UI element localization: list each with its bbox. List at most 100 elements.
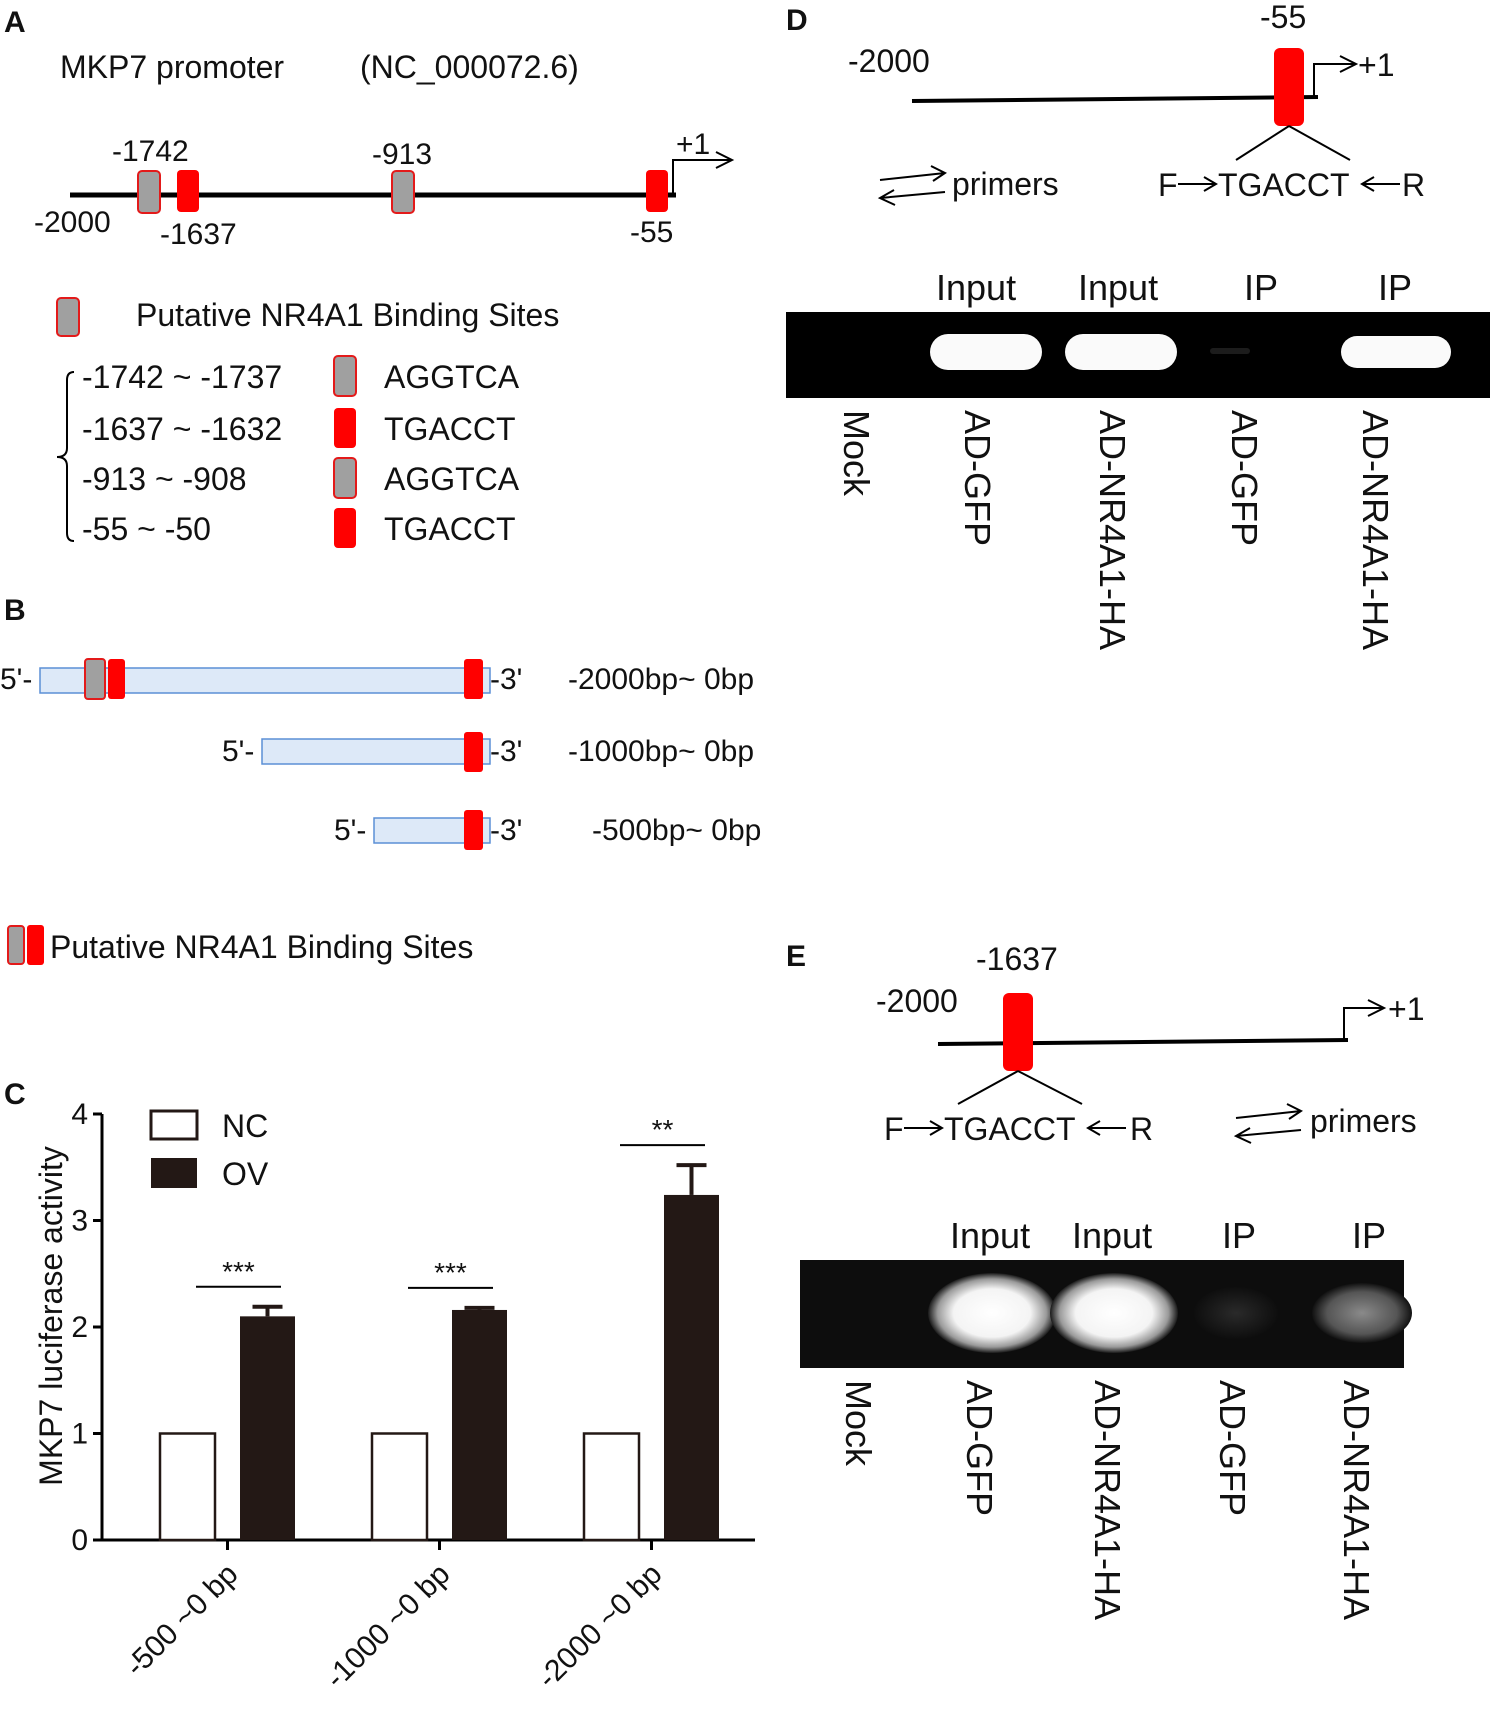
y-axis-label: MKP7 luciferase activity [33, 1146, 69, 1486]
construct-1-range: -2000bp~ 0bp [568, 663, 754, 696]
site-sequence-1: TGACCT [384, 411, 516, 447]
e-r-arrow [1086, 1120, 1126, 1136]
significance-mark-1: *** [434, 1257, 467, 1288]
site-icon-3 [334, 508, 356, 548]
e-gel-header-2: Input [1072, 1215, 1152, 1256]
label-minus55-a: -55 [630, 216, 673, 249]
lane-label-3: AD-GFP [1212, 1380, 1253, 1516]
construct-2-site-red [464, 732, 483, 772]
d-seq-label: TGACCT [1218, 167, 1350, 203]
d-r-arrow [1360, 176, 1400, 192]
d-label-start: -2000 [848, 43, 930, 79]
construct-1-site-red-55 [464, 659, 483, 699]
site-list-brace [56, 371, 75, 542]
site-icon-1 [334, 408, 356, 448]
bar-ov-0 [240, 1316, 295, 1540]
construct-1-site-grey [84, 658, 106, 700]
label-minus913: -913 [372, 138, 432, 171]
y-tick-label: 2 [71, 1311, 88, 1344]
d-band-ip-gfp [1210, 348, 1250, 354]
lane-label-3: AD-GFP [1224, 410, 1265, 546]
label-minus1742: -1742 [112, 135, 189, 168]
construct-3-site-red [464, 810, 483, 850]
site-range-3: -55 ~ -50 [82, 511, 211, 547]
d-gel-header-2: Input [1078, 267, 1158, 308]
site-grey-913 [391, 170, 415, 214]
construct-2-range: -1000bp~ 0bp [568, 735, 754, 768]
d-callout-left [1235, 125, 1290, 161]
bar-nc-1 [370, 1432, 429, 1542]
d-tss-arrow [1313, 63, 1354, 98]
e-promoter-line [937, 1038, 1349, 1046]
e-primers-label: primers [1310, 1103, 1417, 1139]
label-minus1637: -1637 [160, 218, 237, 251]
panel-a-label: A [4, 6, 26, 39]
e-band-input-nr4a1 [1050, 1273, 1178, 1353]
e-tss-arrowhead [1367, 999, 1387, 1017]
lane-label-2: AD-NR4A1-HA [1092, 410, 1133, 650]
e-band-ip-gfp [1194, 1287, 1278, 1339]
e-label-start: -2000 [876, 983, 958, 1019]
construct-1-bar [39, 667, 491, 694]
site-red-55 [646, 170, 668, 212]
tss-arrowhead-a [715, 151, 735, 169]
site-icon-0 [333, 355, 357, 397]
e-r-label: R [1130, 1111, 1153, 1147]
label-minus2000-a: -2000 [34, 206, 111, 239]
d-f-arrow [1178, 176, 1218, 192]
d-primer-reverse [877, 189, 946, 206]
tss-arrow-a [672, 159, 730, 195]
legend-site-icon-a [56, 297, 80, 337]
promoter-accession: (NC_000072.6) [360, 49, 579, 85]
d-gel-header-1: Input [936, 267, 1016, 308]
lane-label-1: AD-GFP [957, 410, 998, 546]
construct-2-three: -3' [490, 735, 522, 768]
site-sequence-0: AGGTCA [384, 359, 520, 395]
e-gel-header-3: IP [1222, 1215, 1256, 1256]
construct-3-five: 5'- [334, 814, 366, 847]
e-band-input-gfp [928, 1273, 1056, 1353]
panel-e: E -1637 -2000 +1 F TGACCT R primers Inpu… [786, 940, 1424, 1620]
construct-2-five: 5'- [222, 735, 254, 768]
panel-d: D -55 -2000 +1 primers F TGACCT R Input … [786, 0, 1490, 650]
label-tss-a: +1 [676, 128, 710, 161]
construct-1-five: 5'- [0, 663, 32, 696]
y-tick-label: 3 [71, 1205, 88, 1238]
lane-label-0: Mock [836, 410, 877, 497]
e-gel-header-4: IP [1352, 1215, 1386, 1256]
e-callout-right [1017, 1070, 1083, 1105]
significance-mark-0: *** [222, 1256, 255, 1287]
construct-3-three: -3' [490, 814, 522, 847]
site-list: -1742 ~ -1737 AGGTCA -1637 ~ -1632 TGACCT -9… [82, 355, 520, 548]
site-range-2: -913 ~ -908 [82, 461, 247, 497]
site-sequence-3: TGACCT [384, 511, 516, 547]
x-tick-label-2: -2000 ~0 bp [531, 1558, 668, 1695]
construct-2-bar [261, 738, 491, 765]
e-f-label: F [884, 1111, 904, 1147]
legend-swatch-nc [149, 1109, 199, 1141]
e-label-tss: +1 [1388, 991, 1424, 1027]
lane-label-4: AD-NR4A1-HA [1355, 410, 1396, 650]
d-r-label: R [1402, 167, 1425, 203]
legend-text-a: Putative NR4A1 Binding Sites [136, 297, 559, 333]
legend-label-nc: NC [222, 1108, 268, 1144]
panel-c-label: C [4, 1078, 26, 1111]
panel-d-label: D [786, 4, 808, 37]
d-band-input-nr4a1 [1065, 334, 1177, 370]
d-gel-header-4: IP [1378, 267, 1412, 308]
x-tick-label-1: -1000 ~0 bp [319, 1558, 456, 1695]
legend-text-b: Putative NR4A1 Binding Sites [50, 929, 473, 965]
e-primer-forward [1235, 1103, 1303, 1120]
legend-label-ov: OV [222, 1156, 269, 1192]
y-tick-label: 0 [71, 1524, 88, 1557]
site-grey-1742 [137, 170, 161, 214]
lane-label-4: AD-NR4A1-HA [1336, 1380, 1377, 1620]
panel-a: A MKP7 promoter (NC_000072.6) -1742 -913… [4, 6, 735, 548]
d-band-ip-nr4a1 [1341, 336, 1451, 368]
bar-nc-0 [158, 1432, 217, 1542]
e-band-ip-nr4a1 [1312, 1283, 1412, 1343]
e-tss-arrow [1343, 1007, 1382, 1040]
